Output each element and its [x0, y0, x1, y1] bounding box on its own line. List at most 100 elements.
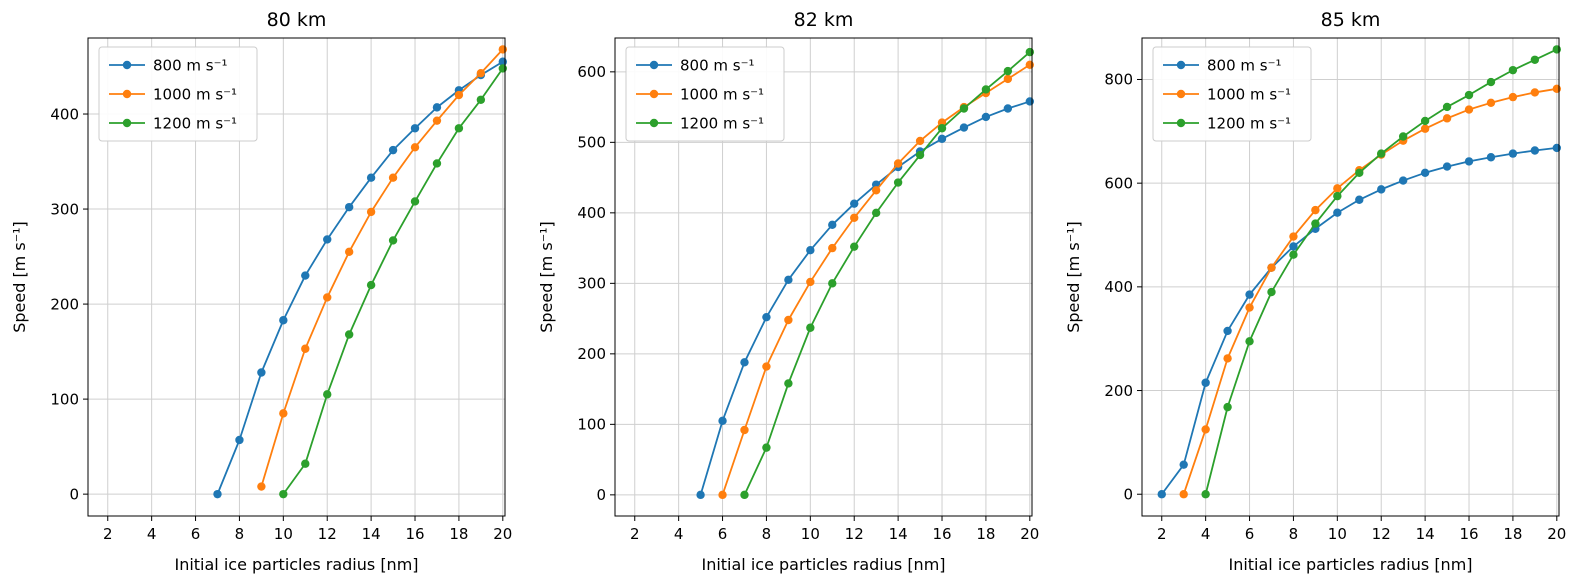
data-point-marker [476, 95, 486, 104]
data-point-marker [1201, 490, 1210, 499]
data-point-marker [828, 220, 837, 230]
x-tick-label: 2 [103, 525, 113, 543]
data-point-marker [1486, 153, 1496, 162]
y-tick-label: 0 [1123, 485, 1133, 503]
y-tick-label: 0 [596, 486, 606, 504]
data-point-marker [893, 178, 903, 187]
data-point-marker [257, 482, 266, 491]
data-point-marker [1355, 195, 1364, 204]
x-tick-label: 14 [362, 525, 381, 543]
data-point-marker [806, 277, 815, 287]
x-tick-label: 14 [889, 525, 908, 543]
legend-marker [1176, 60, 1186, 70]
chart-title: 85 km [1321, 9, 1381, 31]
data-point-marker [257, 368, 266, 377]
data-point-marker [1311, 219, 1320, 228]
data-point-marker [323, 235, 332, 244]
data-point-marker [476, 68, 486, 78]
legend-label: 1200 m s⁻¹ [153, 114, 237, 132]
legend-label: 1000 m s⁻¹ [1207, 85, 1291, 103]
data-point-marker [1442, 162, 1452, 171]
series-line [260, 48, 504, 488]
y-tick-label: 500 [577, 134, 606, 152]
data-point-marker [1486, 98, 1496, 108]
data-point-marker [784, 275, 793, 285]
data-point-marker [718, 416, 727, 426]
data-point-marker [1201, 378, 1210, 387]
x-tick-label: 20 [1547, 525, 1566, 543]
data-point-marker [937, 134, 947, 144]
legend-label: 800 m s⁻¹ [153, 56, 228, 74]
chart-title: 80 km [267, 9, 327, 31]
data-point-marker [1464, 90, 1474, 100]
legend-marker [122, 60, 132, 70]
legend-marker [649, 118, 659, 128]
data-point-marker [1420, 124, 1430, 133]
x-tick-label: 12 [845, 525, 864, 543]
x-tick-label: 20 [1020, 525, 1039, 543]
data-point-marker [850, 199, 859, 208]
y-tick-label: 100 [50, 390, 79, 408]
y-tick-label: 300 [577, 275, 606, 293]
y-axis-label: Speed [m s⁻¹] [537, 221, 556, 333]
data-point-marker [388, 173, 398, 182]
y-tick-label: 600 [577, 63, 606, 81]
data-point-marker [1398, 176, 1408, 185]
data-point-marker [498, 64, 508, 73]
data-point-marker [806, 323, 815, 332]
data-point-marker [344, 330, 354, 339]
data-point-marker [740, 490, 749, 500]
x-tick-label: 4 [147, 525, 157, 543]
data-point-marker [1333, 208, 1342, 217]
data-point-marker [1223, 402, 1232, 412]
data-point-marker [981, 112, 991, 122]
x-tick-label: 6 [191, 525, 201, 543]
data-point-marker [279, 489, 288, 499]
data-point-marker [1179, 460, 1188, 469]
legend-marker [122, 89, 132, 99]
data-point-marker [1377, 149, 1386, 158]
data-point-marker [454, 124, 464, 133]
series-line [1182, 87, 1558, 496]
x-tick-label: 20 [493, 525, 512, 543]
data-point-marker [410, 143, 420, 152]
data-point-marker [344, 202, 354, 212]
data-point-marker [806, 246, 815, 255]
chart-title: 82 km [794, 9, 854, 31]
data-point-marker [454, 90, 464, 100]
legend-label: 800 m s⁻¹ [1207, 56, 1282, 74]
data-point-marker [1530, 88, 1540, 97]
data-point-marker [1289, 232, 1298, 241]
data-point-marker [893, 159, 903, 168]
data-point-marker [1201, 425, 1210, 434]
data-point-marker [1333, 191, 1342, 201]
x-tick-label: 16 [405, 525, 424, 543]
x-tick-label: 18 [976, 525, 995, 543]
data-point-marker [301, 271, 310, 280]
data-point-marker [871, 208, 881, 218]
data-point-marker [1289, 250, 1298, 259]
data-point-marker [1267, 287, 1276, 297]
y-tick-label: 200 [50, 295, 79, 313]
legend-marker [1176, 89, 1186, 99]
data-point-marker [784, 379, 793, 388]
legend-label: 800 m s⁻¹ [680, 56, 755, 74]
data-point-marker [213, 489, 222, 499]
y-axis-label: Speed [m s⁻¹] [1064, 221, 1083, 333]
legend-label: 1200 m s⁻¹ [680, 114, 764, 132]
axes-border [1141, 37, 1560, 517]
data-point-marker [740, 358, 749, 367]
data-point-marker [1420, 116, 1430, 126]
legend-marker [1176, 118, 1186, 128]
data-point-marker [915, 136, 925, 146]
y-tick-label: 200 [1104, 382, 1133, 400]
data-point-marker [1398, 132, 1408, 141]
data-point-marker [696, 490, 705, 500]
x-tick-label: 8 [1289, 525, 1299, 543]
x-tick-label: 14 [1416, 525, 1435, 543]
data-point-marker [410, 197, 420, 206]
x-tick-label: 6 [1245, 525, 1255, 543]
data-point-marker [1157, 490, 1166, 499]
